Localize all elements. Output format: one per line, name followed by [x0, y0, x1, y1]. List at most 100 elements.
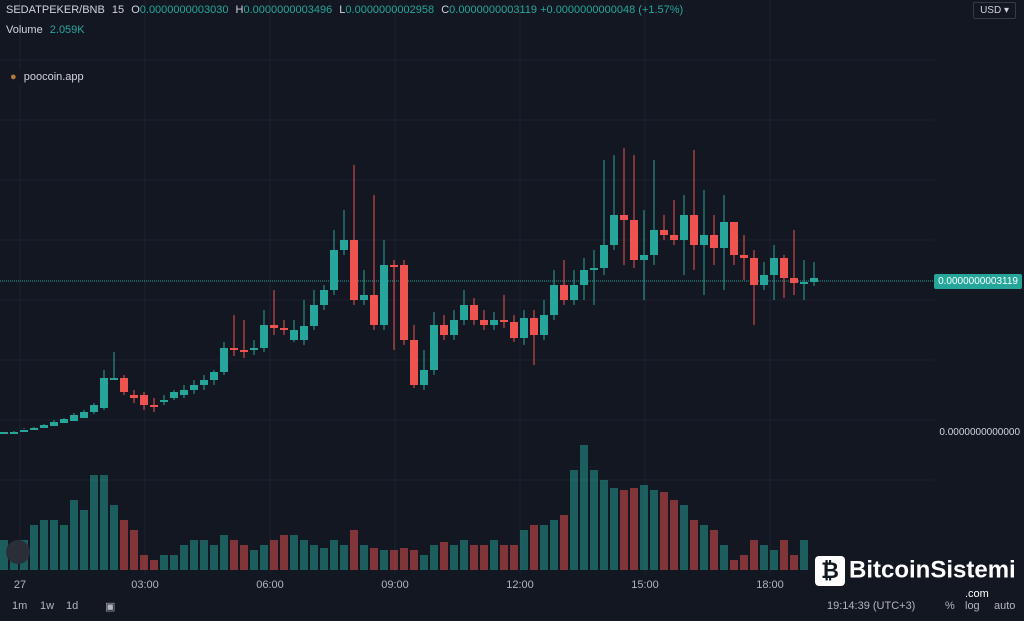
volume-bar	[330, 540, 338, 570]
candle-body	[330, 250, 338, 290]
volume-bar	[620, 490, 628, 570]
volume-bar	[0, 540, 8, 570]
candle-body	[280, 328, 288, 330]
open-label: O	[131, 4, 140, 16]
watermark-text: poocoin.app	[23, 71, 84, 83]
volume-bar	[610, 488, 618, 570]
candle-body	[680, 215, 688, 240]
watermark: ● poocoin.app	[8, 70, 86, 84]
x-tick-label: 12:00	[506, 579, 534, 591]
candle-body	[380, 265, 388, 325]
volume-bar	[420, 555, 428, 570]
volume-bar	[80, 510, 88, 570]
volume-bar	[190, 540, 198, 570]
candle-body	[120, 378, 128, 392]
volume-bar	[390, 550, 398, 570]
x-tick-label: 09:00	[381, 579, 409, 591]
candle-body	[450, 320, 458, 335]
volume-bar	[580, 445, 588, 570]
candle-body	[90, 405, 98, 412]
calendar-icon[interactable]: ▣	[105, 601, 116, 613]
volume-bar	[160, 555, 168, 570]
candle-body	[740, 255, 748, 258]
volume-legend: Volume 2.059K	[6, 24, 85, 36]
candle-body	[170, 392, 178, 398]
range-1m-button[interactable]: 1m	[12, 600, 28, 612]
volume-bar	[60, 525, 68, 570]
candle-body	[190, 385, 198, 390]
high-label: H	[235, 4, 244, 16]
change-value: +0.0000000000048 (+1.57%)	[540, 4, 684, 16]
candle-body	[510, 322, 518, 338]
candle-body	[600, 245, 608, 268]
candle-body	[660, 230, 668, 235]
volume-bar	[550, 520, 558, 570]
volume-bar	[600, 480, 608, 570]
auto-toggle[interactable]: auto	[994, 600, 1016, 612]
candle-body	[530, 318, 538, 335]
volume-bar	[110, 505, 118, 570]
candle-body	[150, 405, 158, 407]
volume-bar	[360, 545, 368, 570]
tradingview-logo-icon[interactable]	[6, 540, 30, 564]
low-value: 0.0000000002958	[345, 4, 435, 16]
candle-body	[410, 340, 418, 385]
candle-body	[630, 220, 638, 260]
candle-body	[560, 285, 568, 300]
volume-bar	[770, 550, 778, 570]
poo-icon: ●	[10, 71, 17, 83]
candle-body	[590, 268, 598, 270]
candle-body	[610, 215, 618, 245]
volume-bar	[50, 520, 58, 570]
candle-body	[420, 370, 428, 385]
candle-body	[800, 282, 808, 284]
volume-bar	[150, 560, 158, 570]
brand-watermark: ₿ BitcoinSistemi .com	[815, 556, 1016, 600]
percent-toggle[interactable]: %	[945, 600, 955, 612]
x-tick-label: 18:00	[756, 579, 784, 591]
candle-body	[760, 275, 768, 285]
candle-body	[640, 255, 648, 260]
volume-bar	[590, 470, 598, 570]
candle-body	[770, 258, 778, 275]
candle-body	[670, 235, 678, 240]
candle-body	[370, 295, 378, 325]
candle-body	[180, 390, 188, 395]
candle-body	[130, 395, 138, 398]
last-price-label: 0.0000000003119	[934, 274, 1022, 289]
volume-bar	[280, 535, 288, 570]
volume-bar	[480, 545, 488, 570]
candle-body	[60, 419, 68, 423]
volume-value: 2.059K	[49, 24, 85, 36]
x-tick-label: 15:00	[631, 579, 659, 591]
candle-body	[270, 325, 278, 328]
x-tick-label: 03:00	[131, 579, 159, 591]
candle-body	[50, 422, 58, 426]
candle-body	[650, 230, 658, 255]
volume-bar	[790, 555, 798, 570]
volume-bar	[630, 488, 638, 570]
high-value: 0.0000000003496	[243, 4, 333, 16]
open-value: 0.0000000003030	[139, 4, 229, 16]
volume-bar	[460, 540, 468, 570]
candle-body	[810, 278, 818, 282]
volume-bar	[690, 520, 698, 570]
brand-suffix: .com	[965, 588, 989, 600]
range-1w-button[interactable]: 1w	[40, 600, 55, 612]
range-1d-button[interactable]: 1d	[66, 600, 79, 612]
log-toggle[interactable]: log	[965, 600, 980, 612]
volume-bar	[740, 555, 748, 570]
volume-bar	[180, 545, 188, 570]
currency-value[interactable]: USD	[980, 5, 1002, 16]
candle-body	[20, 430, 28, 432]
candle-body	[160, 400, 168, 402]
volume-bar	[140, 555, 148, 570]
volume-bar	[70, 500, 78, 570]
volume-bar	[260, 545, 268, 570]
candle-body	[290, 330, 298, 340]
zero-price-label: 0.0000000000000	[939, 427, 1020, 438]
volume-bar	[470, 545, 478, 570]
currency-select[interactable]: USD ▾	[973, 2, 1016, 19]
